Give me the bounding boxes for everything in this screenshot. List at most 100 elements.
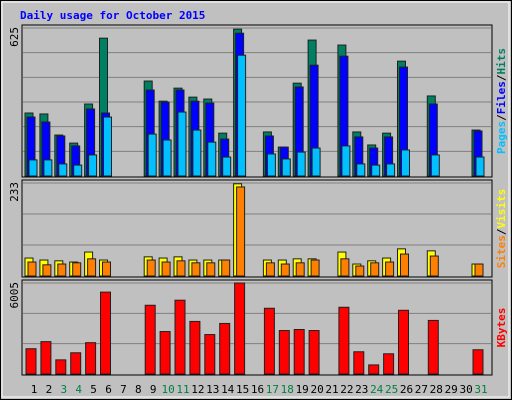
x-tick-label: 7 [120,383,127,396]
bar [70,352,82,375]
y-tick-label: 6005 [8,282,21,309]
chart-title: Daily usage for October 2015 [20,9,205,22]
bar [400,253,409,277]
legend: Pages/Files/Hits [495,48,508,154]
bar [146,259,156,277]
x-tick-label: 20 [310,383,323,396]
bar [338,306,350,375]
x-tick-label: 5 [90,383,97,396]
x-tick-label: 1 [31,383,38,396]
legend-entry: KBytes [495,308,508,348]
bar [308,330,320,375]
y-tick-label: 625 [8,27,21,47]
bar [40,341,52,375]
x-tick-label: 3 [60,383,67,396]
bar [310,259,320,277]
legend-separator: / [495,228,508,235]
bar [85,342,97,375]
x-tick-label: 10 [161,383,174,396]
x-tick-label: 9 [150,383,157,396]
bar [237,54,247,177]
bar [191,262,201,277]
bar [398,309,409,375]
legend-separator: / [495,114,508,121]
bar [234,282,246,375]
x-tick-label: 17 [266,383,279,396]
bar [296,151,306,177]
bar [371,164,381,177]
x-tick-label: 13 [206,383,219,396]
y-tick-label: 233 [8,182,21,202]
bar [43,159,53,177]
bar [206,262,216,277]
x-tick-label: 30 [459,383,472,396]
bar [189,320,201,375]
x-tick-label: 4 [75,383,82,396]
bar [25,348,37,375]
x-tick-label: 2 [46,383,53,396]
bar [472,349,484,375]
bar [161,261,171,277]
bar [87,258,97,277]
legend-entry: Hits [495,48,508,75]
bar [383,353,395,375]
bar [356,163,366,177]
bar [100,291,111,375]
bar [265,262,275,277]
bar [55,359,67,375]
x-tick-label: 29 [445,383,458,396]
x-tick-label: 26 [400,383,413,396]
bar [204,334,216,375]
bar [147,133,157,177]
bar [293,329,305,375]
x-tick-label: 31 [474,383,487,396]
x-tick-label: 16 [251,383,264,396]
bar [207,141,217,177]
bar [176,260,186,277]
bar [385,261,395,277]
bar [177,111,187,177]
x-tick-label: 28 [430,383,443,396]
legend: KBytes [495,308,508,348]
bar [475,156,485,177]
bar [72,262,82,277]
bar [263,307,275,375]
bar [236,186,246,277]
bar [162,139,172,177]
bar [28,159,38,177]
bar [295,262,305,277]
bar [430,154,440,177]
bar [222,156,232,177]
x-tick-label: 6 [105,383,112,396]
bar [353,351,365,375]
bar [341,145,351,177]
bar [370,262,380,277]
x-tick-label: 18 [281,383,294,396]
legend-entry: Sites [495,235,508,268]
bar [192,129,202,177]
bar [73,164,83,177]
x-tick-label: 27 [415,383,428,396]
bar [401,149,410,177]
legend-separator: / [495,74,508,81]
bar [266,153,276,177]
bar [386,163,396,177]
bar [311,147,321,177]
bar [340,258,350,277]
bar [368,364,380,375]
bar [278,330,290,375]
bar [42,264,52,277]
bar [355,265,365,277]
x-tick-label: 14 [221,383,235,396]
bar [103,116,112,177]
bar [27,261,37,277]
x-tick-label: 12 [191,383,204,396]
x-tick-label: 25 [385,383,398,396]
legend-entry: Files [495,81,508,114]
bar [474,263,484,277]
bar [281,158,291,177]
bar [174,299,186,375]
x-tick-label: 11 [176,383,189,396]
